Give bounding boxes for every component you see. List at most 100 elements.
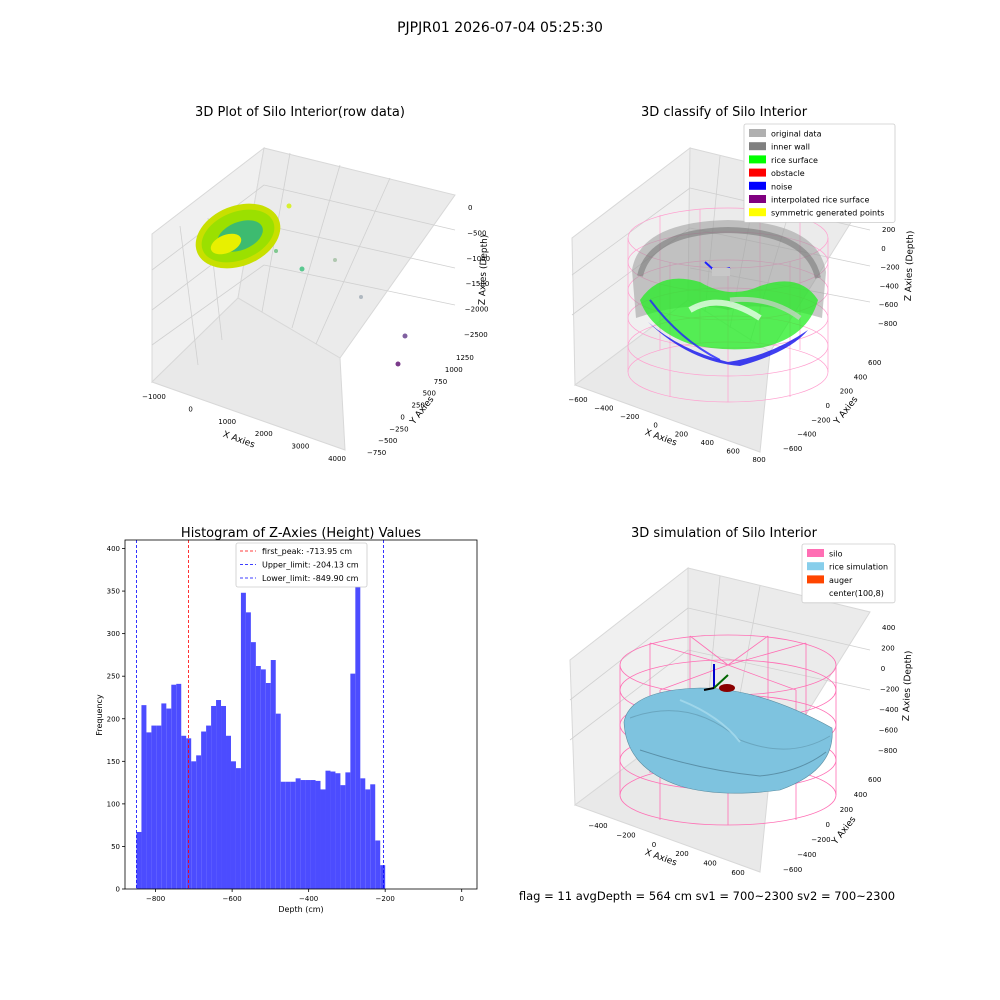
classify-3d-x-tick-label: −600 [568, 396, 587, 404]
hist-bar [345, 772, 351, 889]
sim-3d-z-ticks: 400 200 0 −200 −400 −600 −800 [878, 624, 899, 755]
hist-bar [340, 785, 346, 889]
classify-3d-legend-label: symmetric generated points [771, 209, 884, 218]
classify-3d-z-tick-label: −200 [880, 264, 899, 272]
sim-3d-ylabel: Y Axies [830, 815, 859, 848]
hist-x-tick-label: 0 [459, 895, 463, 903]
hist-bar [156, 725, 162, 889]
sim-3d-z-tick-label: −600 [879, 727, 898, 735]
sim-3d-x-tick-label: −400 [588, 822, 607, 830]
figure-suptitle: PJPJR01 2026-07-04 05:25:30 [397, 20, 603, 36]
hist-bar [201, 731, 207, 889]
raw-3d-x-tick-label: 3000 [291, 443, 309, 451]
sim-3d-legend-swatch [807, 549, 824, 557]
sim-3d-x-tick-label: −200 [616, 831, 635, 839]
hist-bar [330, 771, 336, 889]
classify-3d-title: 3D classify of Silo Interior [641, 105, 808, 120]
hist-bar [285, 781, 291, 889]
sim-3d-z-tick-label: 200 [881, 645, 894, 653]
hist-legend: first_peak: -713.95 cm Upper_limit: -204.… [235, 542, 368, 588]
raw-3d-x-tick-label: 0 [188, 405, 192, 413]
hist-bar [290, 781, 296, 889]
raw-3d-y-tick-label: 500 [423, 390, 436, 398]
hist-title: Histogram of Z-Axies (Height) Values [181, 526, 421, 541]
sim-3d-legend-swatch [807, 575, 824, 584]
classify-3d-x-tick-label: 400 [701, 439, 714, 447]
classify-3d-zlabel: Z Axies (Depth) [904, 231, 916, 302]
raw-3d-floor-pane [151, 297, 346, 451]
raw-3d-y-ticks: 1250 1000 750 500 250 0 −250 −500 −750 [367, 354, 474, 457]
hist-bar [260, 669, 266, 889]
classify-3d-legend-label: original data [771, 130, 822, 139]
classify-3d-z-tick-label: 200 [882, 226, 895, 234]
hist-y-tick-label: 300 [107, 630, 120, 638]
sim-3d-x-tick-label: 400 [703, 860, 716, 868]
hist-legend-frame [235, 542, 368, 588]
raw-3d-z-tick-label: −2500 [464, 331, 488, 339]
hist-y-tick-label: 400 [107, 545, 120, 553]
classify-3d-y-tick-label: 600 [868, 359, 881, 367]
raw-3d-ylabel: Y Axies [408, 395, 437, 428]
sim-3d-x-tick-label: 200 [675, 850, 688, 858]
classify-3d-legend-swatch [749, 181, 766, 190]
sim-3d-z-tick-label: 400 [882, 624, 895, 632]
sim-3d-legend-swatch [806, 588, 825, 598]
classify-3d-legend-label: interpolated rice surface [771, 196, 869, 205]
hist-bars [136, 558, 386, 889]
hist-x-tick-label: −400 [299, 895, 318, 903]
hist-vlines [136, 540, 384, 889]
hist-bar [320, 789, 326, 889]
hist-bar [355, 558, 361, 889]
classify-3d-x-tick-label: 800 [752, 456, 765, 464]
sim-3d-x-tick-label: 600 [731, 869, 744, 877]
classify-3d-legend-label: noise [771, 182, 792, 191]
hist-y-tick-label: 150 [107, 758, 120, 766]
hist-x-tick-label: −800 [146, 895, 165, 903]
classify-3d-x-tick-label: 600 [726, 447, 739, 455]
sim-3d-xlabel: X Axies [643, 848, 678, 869]
classify-3d-legend-swatch [749, 208, 766, 217]
hist-bar [235, 768, 241, 889]
classify-3d-noise [648, 261, 808, 366]
raw-3d-x-tick-label: 1000 [218, 418, 236, 426]
hist-bar [310, 780, 316, 889]
sim-3d-z-tick-label: 0 [881, 665, 885, 673]
classify-3d-y-tick-label: −600 [783, 445, 802, 453]
hist-ylabel: Frequency [95, 694, 104, 736]
raw-3d-z-tick-label: −1500 [466, 280, 490, 288]
sim-3d-legend-swatch [807, 562, 824, 571]
hist-bar [230, 761, 236, 889]
hist-bar [186, 738, 192, 889]
classify-3d-x-tick-label: 0 [653, 422, 657, 430]
raw-3d-y-tick-label: 0 [400, 413, 404, 421]
hist-bar [350, 673, 356, 889]
classify-3d-y-tick-label: 200 [840, 388, 853, 396]
raw-3d-x-tick-label: 2000 [255, 430, 273, 438]
classify-3d-legend-swatch [749, 168, 766, 177]
sim-3d-z-tick-label: −200 [880, 686, 899, 694]
hist-bar [365, 789, 371, 889]
classify-3d-legend-label: obstacle [771, 169, 805, 178]
sim-3d-legend-label: center(100,8) [829, 589, 884, 598]
hist-bar [295, 778, 301, 889]
sim-3d-x-ticks: −400 −200 0 200 400 600 [588, 822, 744, 877]
panel-histogram: Histogram of Z-Axies (Height) Values −80… [95, 526, 478, 914]
classify-3d-rice-surface [640, 278, 818, 350]
sim-3d-title: 3D simulation of Silo Interior [631, 526, 818, 541]
panel-raw-3d: 3D Plot of Silo Interior(row data) [142, 105, 490, 463]
raw-3d-x-tick-label: 4000 [328, 455, 346, 463]
sim-3d-y-tick-label: 200 [840, 806, 853, 814]
hist-bar [171, 684, 177, 889]
raw-3d-title: 3D Plot of Silo Interior(row data) [195, 105, 405, 120]
sim-3d-y-tick-label: −200 [811, 836, 830, 844]
hist-bar [181, 735, 187, 889]
hist-y-tick-label: 200 [107, 715, 120, 723]
raw-3d-outlier [299, 266, 305, 272]
classify-3d-y-tick-label: −200 [811, 416, 830, 424]
hist-legend-label: first_peak: -713.95 cm [262, 547, 352, 556]
hist-bar [240, 592, 246, 889]
classify-3d-xlabel: X Axies [643, 428, 678, 449]
hist-bar [370, 784, 376, 889]
sim-3d-z-tick-label: −800 [878, 747, 897, 755]
